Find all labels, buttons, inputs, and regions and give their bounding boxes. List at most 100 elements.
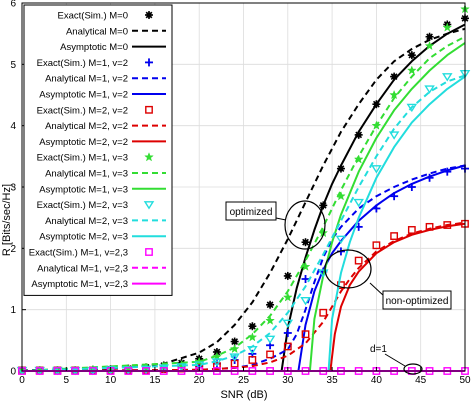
data-point	[265, 315, 276, 325]
marker-body	[266, 350, 274, 359]
marker-stroke	[390, 73, 398, 80]
series-13	[21, 74, 466, 372]
data-point	[301, 275, 310, 283]
legend-label: Analytical M=1, v=3	[45, 169, 128, 180]
legend-entry: Exact(Sim.) M=2, v=2	[37, 105, 153, 116]
data-point	[354, 256, 363, 265]
data-point	[390, 232, 399, 240]
marker-body	[353, 198, 364, 208]
marker-stroke	[266, 301, 274, 309]
legend-entry: Asymptotic M=1, v=2	[39, 90, 166, 101]
legend-entry: Asymptotic M=1, v=2,3	[31, 279, 166, 290]
x-tick-label: 20	[194, 375, 206, 386]
marker-body	[407, 65, 417, 75]
series-14	[327, 75, 466, 372]
y-tick-label: 5	[10, 60, 16, 71]
data-point	[266, 300, 275, 309]
x-axis-label: SNR (dB)	[220, 389, 267, 401]
non-optimized-arrow	[369, 282, 385, 297]
legend-label: Exact(Sim.) M=1, v=2,3	[29, 248, 128, 259]
d1-label: d=1	[370, 344, 387, 355]
data-point	[145, 105, 153, 114]
legend-label: Asymptotic M=0	[60, 42, 128, 53]
marker-stroke	[302, 238, 309, 246]
x-tick-label: 30	[282, 375, 294, 386]
legend-label: Analytical M=1, v=2	[45, 74, 128, 85]
data-point	[283, 271, 292, 280]
data-point	[424, 85, 435, 94]
series-line	[308, 42, 466, 372]
marker-body	[371, 165, 382, 174]
y-tick-label: 6	[10, 0, 16, 10]
optimized-ellipse	[284, 200, 326, 250]
data-point	[353, 154, 364, 164]
marker-stroke	[284, 272, 292, 280]
legend-entry: Asymptotic M=1, v=3	[39, 184, 166, 195]
marker-body	[335, 235, 347, 245]
data-point	[406, 103, 418, 113]
legend-box	[23, 4, 173, 296]
data-point	[145, 11, 153, 19]
series-line	[21, 74, 466, 372]
marker-body	[388, 131, 400, 140]
series-11	[308, 42, 466, 372]
marker-body	[282, 292, 293, 302]
marker-body	[143, 201, 155, 210]
data-point	[248, 322, 257, 331]
legend-label: Analytical M=2, v=3	[45, 216, 128, 227]
marker-body	[301, 330, 310, 339]
data-point	[319, 308, 328, 317]
legend-entry: Exact(Sim.) M=2, v=3	[37, 200, 155, 211]
annotation-non-optimized: non-optimized	[324, 249, 452, 310]
marker-body	[282, 319, 294, 329]
series-line	[297, 164, 466, 372]
legend-label: Asymptotic M=2, v=2	[39, 137, 128, 148]
legend-label: Analytical M=1, v=2,3	[37, 263, 128, 274]
non-optimized-box	[382, 290, 452, 310]
marker-body	[406, 103, 418, 113]
data-point	[283, 328, 292, 337]
annotations: optimized non-optimized d=1	[225, 200, 452, 375]
legend-entry: Exact(Sim.) M=1, v=3	[37, 152, 154, 164]
annotation-d1: d=1	[370, 344, 423, 375]
marker-body	[442, 73, 453, 82]
data-point	[353, 198, 364, 208]
y-axis-label: R [Bits/sec/Hz]	[1, 184, 13, 256]
marker-body	[265, 315, 276, 325]
x-tick-label: 25	[238, 375, 250, 386]
legend-entry: Asymptotic M=2, v=2	[39, 137, 166, 148]
legend-label: Exact(Sim.) M=2, v=2	[37, 105, 128, 116]
legend-entry: Analytical M=1, v=2,3	[37, 263, 166, 274]
data-point	[143, 201, 155, 210]
legend-entry: Analytical M=1, v=3	[45, 169, 166, 180]
legend-label: Exact(Sim.) M=1, v=2	[37, 58, 128, 69]
series-line	[327, 75, 466, 372]
data-point	[371, 165, 382, 174]
marker-stroke	[426, 33, 433, 41]
series-4	[21, 164, 466, 372]
x-tick-label: 35	[327, 375, 339, 386]
legend-label: Exact(Sim.) M=2, v=3	[37, 200, 128, 211]
series-line	[329, 222, 466, 372]
data-point	[266, 350, 274, 359]
x-tick-label: 10	[105, 375, 117, 386]
x-tick-label: 45	[415, 375, 427, 386]
x-tick-label: 50	[459, 375, 471, 386]
d1-arrow	[384, 353, 406, 367]
y-tick-label: 2	[10, 244, 16, 255]
data-point	[301, 330, 310, 339]
legend-label: Asymptotic M=2, v=3	[39, 232, 128, 243]
data-point	[407, 65, 417, 75]
marker-body	[145, 248, 153, 256]
marker-body	[300, 296, 311, 306]
marker-stroke	[231, 338, 239, 345]
series-2	[280, 23, 466, 372]
legend-entry: Exact(Sim.) M=0	[58, 11, 153, 22]
marker-body	[144, 152, 154, 162]
data-point	[145, 58, 153, 67]
marker-body	[353, 154, 364, 164]
data-point	[300, 296, 311, 306]
marker-body	[248, 356, 257, 364]
